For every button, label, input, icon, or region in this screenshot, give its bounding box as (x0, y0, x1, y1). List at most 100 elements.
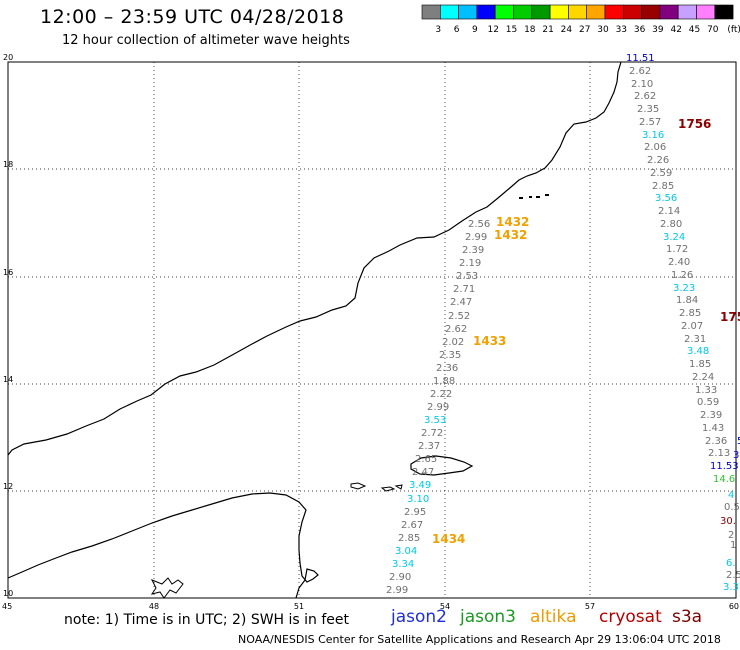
legend-note: note: 1) Time is in UTC; 2) SWH is in fe… (64, 612, 350, 628)
colorbar-unit: (ft) (727, 25, 740, 35)
wave-height-value: 1 (730, 540, 736, 551)
wave-height-value: 14.6 (713, 474, 735, 485)
colorbar-swatch (714, 4, 734, 20)
satellite-cryosat: cryosat (599, 607, 662, 627)
colorbar-tick-label: 6 (454, 25, 460, 35)
wave-height-value: 2.99 (427, 402, 449, 413)
wave-height-value: 3.3 (723, 582, 739, 593)
map-subtitle: 12 hour collection of altimeter wave hei… (62, 33, 350, 48)
wave-height-value: 2.72 (421, 428, 443, 439)
wave-height-value: 5 (737, 436, 740, 447)
wave-height-value: 11.51 (626, 53, 655, 64)
longitude-label: 51 (294, 602, 304, 610)
wave-height-value: 2.99 (465, 232, 487, 243)
wave-height-value: 2.13 (708, 448, 730, 459)
colorbar-tick-label: 3 (435, 25, 441, 35)
wave-height-value: 2.47 (450, 297, 472, 308)
wave-height-value: 2.39 (700, 410, 722, 421)
wave-height-value: 2.19 (459, 258, 481, 269)
wave-height-value: 2.31 (684, 334, 706, 345)
wave-height-value: 2.39 (462, 245, 484, 256)
wave-height-value: 2.56 (468, 219, 490, 230)
wave-height-value: 4 (728, 490, 734, 501)
wave-height-value: 2.37 (418, 441, 440, 452)
footer-credit: NOAA/NESDIS Center for Satellite Applica… (238, 633, 721, 646)
wave-height-value: 2.26 (647, 155, 669, 166)
wave-height-value: 30. (720, 516, 736, 527)
latitude-label: 18 (3, 160, 13, 169)
colorbar-tick-label: 9 (472, 25, 478, 35)
colorbar-tick-label: 42 (670, 25, 681, 35)
colorbar-tick-label: 24 (561, 25, 573, 35)
wave-height-value: 2.36 (705, 436, 727, 447)
wave-height-value: 3.48 (687, 346, 709, 357)
wave-height-value: 3.23 (673, 283, 695, 294)
colorbar-tick-label: 27 (579, 25, 590, 35)
wave-height-value: 1.84 (676, 295, 698, 306)
latitude-label: 14 (3, 375, 13, 384)
wave-height-value: 2.35 (637, 104, 659, 115)
wave-height-value: 2.22 (430, 389, 452, 400)
latitude-label: 16 (3, 268, 13, 277)
pass-time-label: 175 (720, 310, 740, 324)
wave-height-value: 3.34 (392, 559, 414, 570)
longitude-label: 60 (729, 602, 739, 610)
island-small-2 (380, 486, 396, 492)
latitude-label: 20 (3, 53, 13, 62)
pass-time-label: 1756 (678, 117, 711, 131)
color-scale-legend: 3 6 9 12 15 18 21 24 27 30 33 36 39 42 45 70 (ft) (421, 4, 740, 35)
wave-height-value: 2.35 (439, 350, 461, 361)
map-frame (7, 61, 737, 599)
wave-height-value: 2.14 (658, 206, 680, 217)
wave-height-value: 2.95 (404, 507, 426, 518)
wave-height-value: 2.02 (442, 337, 464, 348)
wave-height-value: 1.43 (702, 423, 724, 434)
map-title: 12:00 – 23:59 UTC 04/28/2018 (40, 6, 345, 28)
coastal-islets (150, 577, 184, 599)
satellite-jason2: jason2 (391, 607, 447, 627)
wave-height-labels: 2.562.992.392.192.532.712.472.522.622.02… (386, 53, 740, 596)
wave-height-value: 2.90 (389, 572, 411, 583)
wave-height-value: 2.24 (692, 372, 714, 383)
pass-time-label: 1432 (494, 228, 527, 242)
wave-height-value: 1.85 (689, 359, 711, 370)
wave-height-value: 3.16 (642, 130, 664, 141)
wave-height-value: 2.53 (456, 271, 478, 282)
colorbar-tick-label: 15 (506, 25, 517, 35)
colorbar-tick-label: 33 (616, 25, 627, 35)
wave-height-value: 2.10 (631, 79, 653, 90)
wave-height-value: 2.5 (726, 570, 740, 581)
wave-height-value: 2.52 (448, 311, 470, 322)
wave-height-value: 3.49 (409, 480, 431, 491)
wave-height-value: 3.56 (655, 193, 677, 204)
wave-height-value: 1.72 (666, 244, 688, 255)
latitude-label: 10 (3, 589, 13, 598)
longitude-label: 48 (149, 602, 159, 610)
wave-height-value: 2.62 (634, 91, 656, 102)
wave-height-value: 2.80 (660, 219, 682, 230)
colorbar-tick-label: 21 (542, 25, 553, 35)
wave-height-value: 1.33 (695, 385, 717, 396)
wave-height-value: 3.24 (663, 232, 685, 243)
longitude-label: 45 (2, 602, 12, 610)
wave-height-value: 2.85 (679, 308, 701, 319)
colorbar-tick-label: 70 (707, 25, 719, 35)
wave-height-value: 3.10 (407, 494, 429, 505)
wave-height-value: 2.62 (445, 324, 467, 335)
wave-height-value: 2.99 (386, 585, 408, 596)
wave-height-value: 0.5 (724, 502, 740, 513)
wave-height-value: 2.36 (436, 363, 458, 374)
colorbar-tick-label: 39 (652, 25, 664, 35)
island-small-3 (394, 484, 403, 490)
wave-height-value: 2.59 (650, 168, 672, 179)
pass-time-label: 1433 (473, 334, 506, 348)
island-small-1 (350, 482, 367, 490)
latitude-label: 12 (3, 482, 13, 491)
colorbar-tick-label: 36 (634, 25, 646, 35)
colorbar-tick-label: 45 (689, 25, 700, 35)
satellite-altika: altika (530, 607, 577, 627)
island-socotra (410, 455, 474, 476)
wave-height-value: 1.26 (671, 270, 693, 281)
